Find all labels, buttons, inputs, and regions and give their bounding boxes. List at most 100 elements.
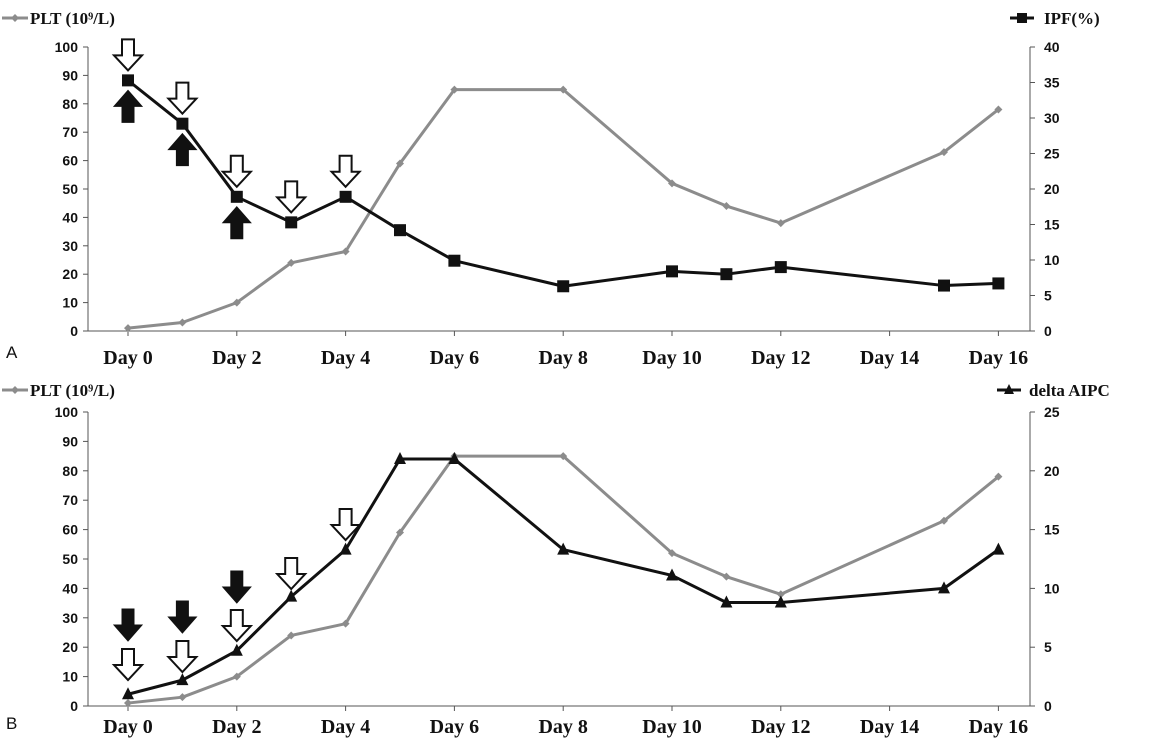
panel-b-legend-left-label: PLT (10⁹/L) (30, 381, 115, 400)
panel-b-left-tick-label: 60 (62, 522, 78, 538)
panel-b-series-0-point (341, 619, 350, 628)
panel-a-x-tick-label: Day 4 (321, 347, 370, 369)
panel-a-label: A (6, 343, 18, 362)
panel-a-series-0-point (776, 219, 785, 228)
panel-a-left-tick-label: 80 (62, 96, 78, 112)
panel-b-x-tick-label: Day 8 (538, 716, 587, 738)
panel-b-series-0-line (127, 454, 1000, 705)
panel-a-series-1-point (176, 117, 189, 130)
panel-a-x-tick-label: Day 16 (969, 347, 1028, 369)
panel-a-open-down-arrow (166, 81, 199, 116)
panel-b-left-tick-label: 20 (62, 639, 78, 655)
panel-b-series-1-point (339, 542, 352, 555)
panel-a-series-1-point (285, 216, 298, 229)
panel-a-series-0-line (127, 88, 1000, 330)
panel-a-right-tick-label: 40 (1044, 39, 1060, 55)
panel-b-right-tick-label: 5 (1044, 639, 1052, 655)
panel-a-series-1-point (666, 265, 678, 278)
panel-a-series-0-point (668, 179, 676, 188)
panel-a-series-1-line (127, 79, 999, 288)
panel-b-right-tick-label: 0 (1044, 698, 1052, 714)
panel-b-series-0-point (776, 590, 785, 599)
panel-a-series-1-point (448, 254, 461, 267)
panel-b-series-1-point (938, 581, 950, 594)
panel-a-open-down-arrow (111, 38, 145, 72)
panel-b-left-tick-label: 100 (55, 404, 79, 420)
panel-b-open-down-arrow (166, 640, 199, 674)
panel-b-series-1-point (230, 643, 243, 656)
panel-a-series-0-point (559, 85, 568, 94)
panel-a-series-1-point (557, 280, 570, 293)
panel-a-series-0-point (396, 159, 404, 168)
panel-b-series-0-point (232, 672, 241, 681)
panel-b-series-1-point (666, 568, 678, 581)
panel-a-legend-right-label: IPF(%) (1044, 9, 1100, 28)
panel-a-x-tick-label: Day 10 (642, 347, 701, 369)
panel-a-series-1-point (774, 261, 787, 274)
panel-a-left-tick-label: 20 (62, 266, 78, 282)
panel-b-series-1-point (176, 673, 189, 686)
panel-a-legend-right-marker (1017, 13, 1027, 23)
panel-b-series-1-point (285, 589, 298, 602)
panel-b-series-1-point (557, 542, 570, 555)
panel-b-open-down-arrow (329, 508, 362, 542)
panel-a-right-tick-label: 25 (1044, 146, 1060, 162)
panel-a-left-tick-label: 0 (70, 323, 78, 339)
panel-b-series-1-point (394, 452, 406, 465)
panel-b-left-tick-label: 0 (70, 698, 78, 714)
panel-a-left-tick-label: 50 (62, 181, 78, 197)
panel-b-right-tick-label: 15 (1044, 522, 1060, 538)
panel-a-filled-up-arrow (221, 206, 252, 240)
panel-b-left-tick-label: 90 (62, 433, 78, 449)
panel-a-left-tick-label: 40 (62, 209, 78, 225)
panel-a-left-tick-label: 60 (62, 153, 78, 169)
panel-b-right-tick-label: 20 (1044, 463, 1060, 479)
panel-a-series-0-point (178, 318, 187, 327)
panel-b-series-1-point (122, 687, 134, 700)
panel-b: B PLT (10⁹/L) delta AIPC 010203040506070… (2, 381, 1110, 738)
panel-a-right-tick-label: 5 (1044, 288, 1052, 304)
panel-a-x-tick-label: Day 0 (103, 347, 152, 369)
panel-b-series-0-point (559, 452, 568, 461)
panel-a-left-tick-label: 100 (55, 39, 79, 55)
panel-b-series-0-point (994, 472, 1003, 481)
panel-a-x-tick-label: Day 6 (430, 347, 479, 369)
panel-b-x-tick-label: Day 2 (212, 716, 261, 738)
panel-a-series-0-point (232, 298, 241, 307)
panel-b-series-0-point (722, 572, 731, 581)
panel-b-left-tick-label: 70 (62, 492, 78, 508)
panel-a-x-tick-label: Day 12 (751, 347, 810, 369)
panel-b-open-down-arrow (111, 648, 145, 682)
panel-b-x-tick-label: Day 12 (751, 716, 810, 738)
panel-a-left-tick-label: 70 (62, 124, 78, 140)
panel-b-left-tick-label: 10 (62, 669, 78, 685)
panel-b-legend-right-marker (1004, 384, 1014, 394)
panel-a-series-1-point (230, 190, 243, 203)
panel-b-series-1-point (774, 595, 787, 608)
panel-b-series-0-point (287, 631, 296, 640)
panel-a-filled-up-arrow (112, 89, 144, 123)
panel-b-filled-down-arrow (112, 608, 144, 642)
panel-b-left-tick-label: 80 (62, 463, 78, 479)
panel-a-x-tick-label: Day 14 (860, 347, 919, 369)
panel-a-legend-left-marker (11, 14, 19, 22)
panel-a-series-0-point (722, 202, 731, 211)
panel-b-open-down-arrow (220, 609, 254, 643)
panel-a-series-0-point (994, 105, 1003, 114)
panel-a-open-down-arrow (274, 180, 308, 214)
panel-b-filled-down-arrow (167, 600, 198, 634)
panel-a-series-1-point (992, 277, 1005, 290)
panel-b-left-tick-label: 30 (62, 610, 78, 626)
panel-a-series-0-point (341, 247, 350, 256)
panel-b-open-down-arrow (274, 557, 308, 591)
panel-a-right-tick-label: 35 (1044, 75, 1060, 91)
panel-b-series-0-point (178, 693, 187, 702)
panel-b-series-0-point (668, 549, 676, 558)
panel-b-right-tick-label: 25 (1044, 404, 1060, 420)
panel-b-series-1-point (720, 595, 733, 608)
panel-a-open-down-arrow (329, 154, 362, 189)
panel-a-x-tick-label: Day 8 (538, 347, 587, 369)
panel-a-right-tick-label: 20 (1044, 181, 1060, 197)
panel-a-series-0-point (450, 85, 459, 94)
